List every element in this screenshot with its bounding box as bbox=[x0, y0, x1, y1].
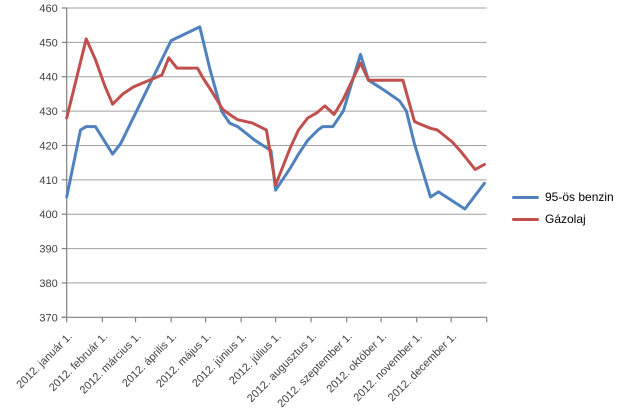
legend: 95-ös benzin Gázolaj bbox=[512, 186, 614, 230]
y-tick-label: 410 bbox=[39, 175, 57, 187]
x-tick-label: 2012. március 1. bbox=[78, 331, 144, 397]
y-tick-label: 460 bbox=[39, 3, 57, 15]
legend-item-benzin: 95-ös benzin bbox=[512, 186, 614, 208]
series-line-gazolaj bbox=[65, 37, 486, 187]
y-tick-label: 380 bbox=[39, 278, 57, 290]
y-tick-label: 400 bbox=[39, 209, 57, 221]
x-tick-label: 2012. december 1. bbox=[386, 331, 459, 404]
y-tick-label: 370 bbox=[39, 312, 57, 324]
x-tick-label: 2012. október 1. bbox=[325, 331, 390, 396]
legend-label-benzin: 95-ös benzin bbox=[545, 190, 614, 204]
y-tick-label: 440 bbox=[39, 72, 57, 84]
y-tick-label: 390 bbox=[39, 244, 57, 256]
gazolaj-line-sample-icon bbox=[512, 217, 539, 221]
y-tick-label: 430 bbox=[39, 106, 57, 118]
legend-label-gazolaj: Gázolaj bbox=[545, 212, 586, 226]
benzin-line-sample-icon bbox=[512, 195, 539, 199]
legend-item-gazolaj: Gázolaj bbox=[512, 208, 614, 230]
y-tick-label: 450 bbox=[39, 37, 57, 49]
y-tick-label: 420 bbox=[39, 140, 57, 152]
series-line-benzin bbox=[65, 25, 486, 211]
